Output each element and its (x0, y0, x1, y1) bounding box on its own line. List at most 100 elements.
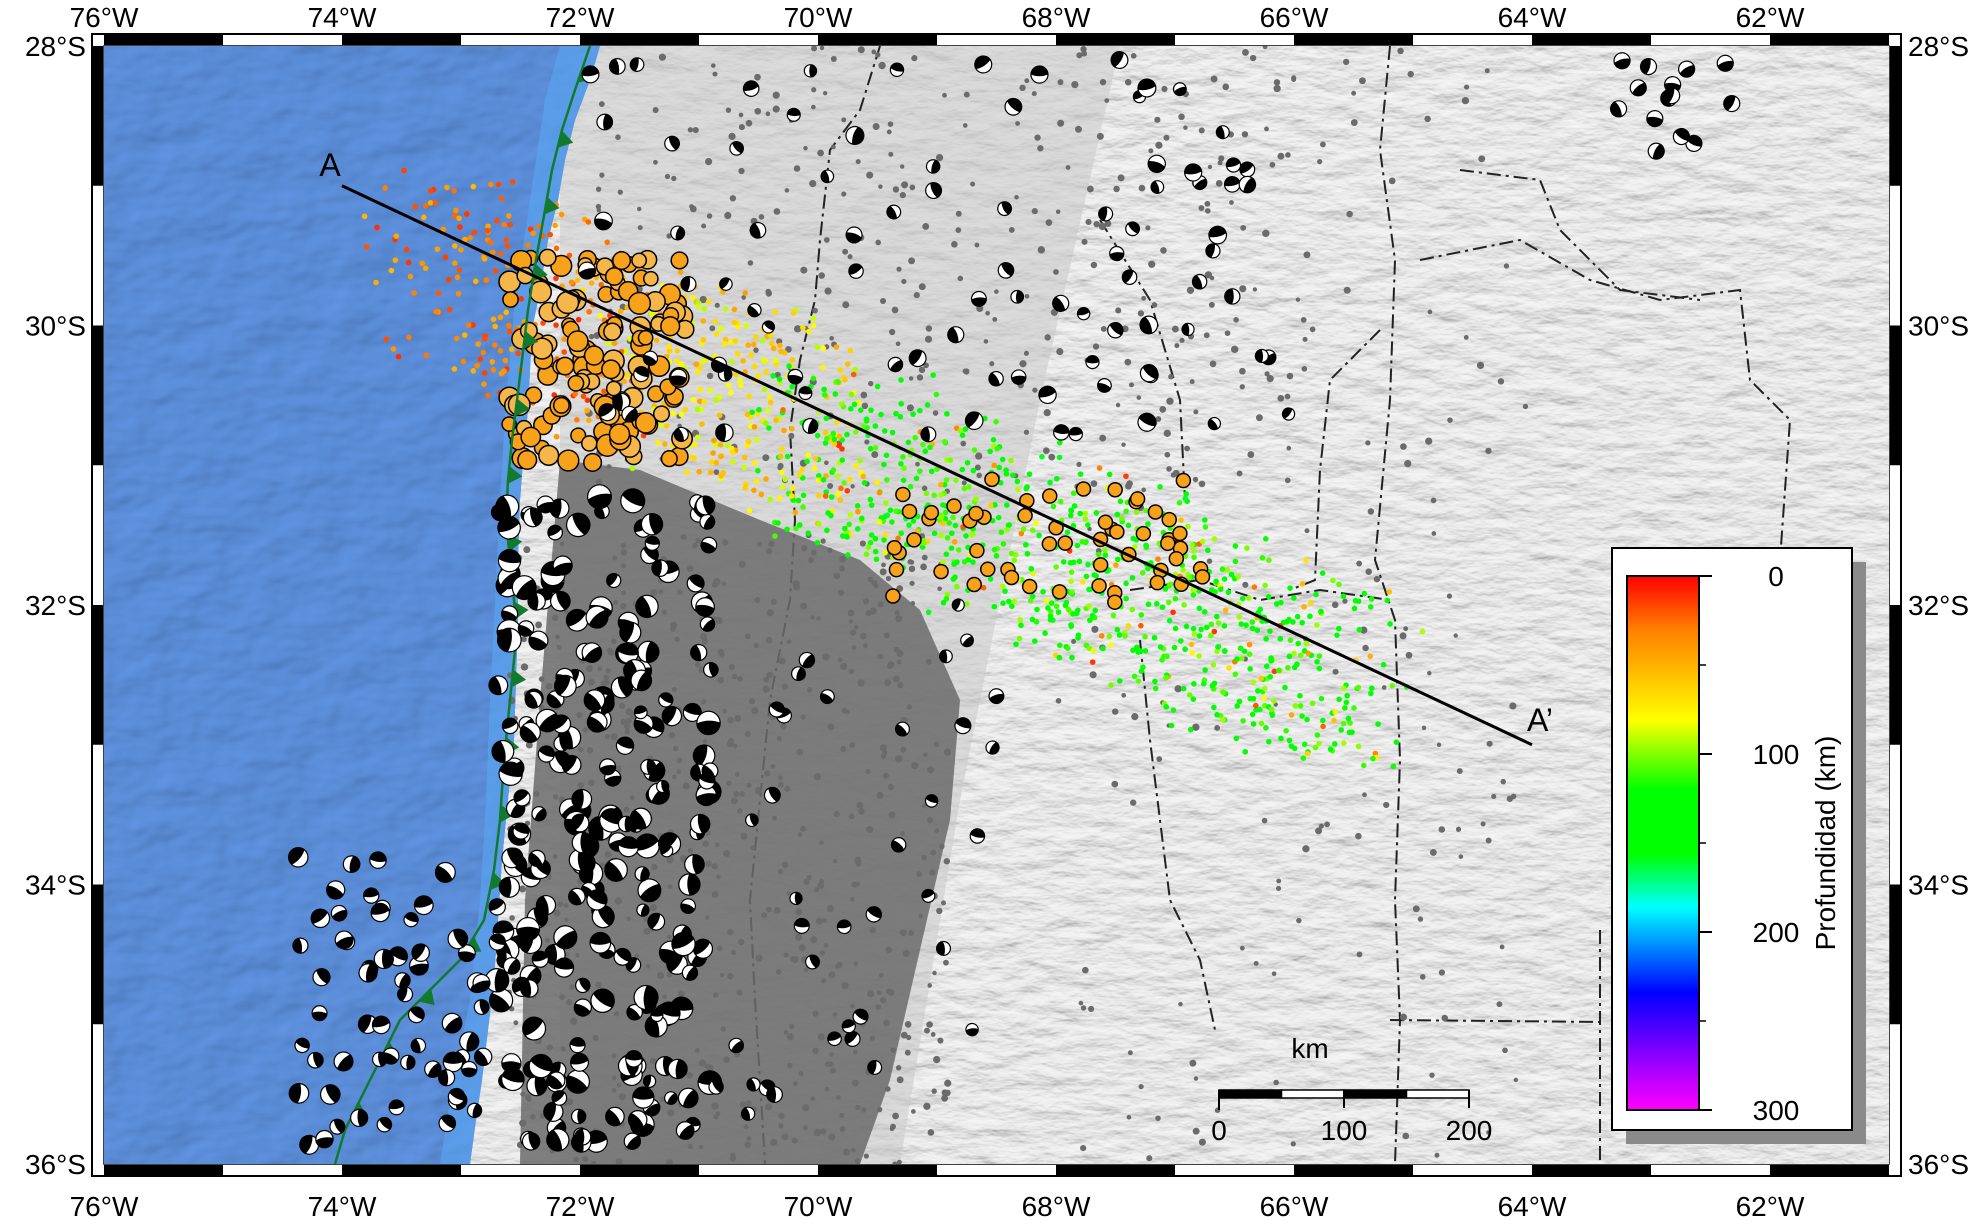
large-event (1003, 569, 1020, 586)
gray-event (1217, 160, 1223, 166)
focal-quadrant (690, 644, 702, 661)
focal-mechanism (613, 947, 632, 966)
focal-mechanism (629, 57, 645, 72)
focal-quadrant (845, 1031, 858, 1045)
gray-event (1126, 480, 1133, 487)
depth-event (831, 436, 838, 443)
focal-mechanism (1609, 100, 1628, 118)
focal-quadrant (522, 1017, 543, 1036)
gray-event (727, 972, 734, 980)
depth-event (1313, 591, 1319, 598)
gray-event (871, 49, 877, 55)
gray-event (1160, 247, 1167, 254)
focal-quadrant (382, 1052, 398, 1065)
depth-event (728, 389, 734, 396)
gray-event (701, 699, 707, 705)
focal-quadrant (369, 851, 387, 862)
gray-event (780, 723, 787, 730)
depth-event (477, 356, 484, 363)
depth-event (872, 423, 879, 429)
gray-event (617, 189, 623, 195)
focal-quadrant (516, 926, 540, 941)
large-event (1017, 507, 1033, 524)
gray-event (869, 1035, 876, 1041)
gray-event (1284, 477, 1291, 484)
depth-event (547, 231, 554, 238)
depth-event (868, 502, 875, 508)
depth-event (844, 361, 851, 367)
depth-event (854, 502, 861, 509)
depth-event (1152, 685, 1159, 692)
depth-event (617, 308, 624, 315)
gray-event (1024, 293, 1030, 299)
gray-event (1204, 208, 1211, 214)
focal-quadrant (1151, 181, 1160, 194)
depth-event (1349, 729, 1355, 735)
depth-event (966, 484, 972, 490)
gray-event (1148, 148, 1154, 154)
depth-event (1299, 581, 1306, 587)
depth-event (463, 211, 470, 217)
focal-mechanism (997, 262, 1015, 279)
depth-event (518, 296, 525, 302)
gray-event (582, 727, 589, 733)
depth-event (763, 420, 769, 427)
focal-mechanism (680, 898, 696, 915)
gray-event (883, 1019, 890, 1027)
depth-event (678, 411, 685, 418)
gray-event (586, 746, 594, 754)
gray-event (901, 181, 909, 189)
depth-event (882, 532, 889, 538)
gray-event (764, 1103, 772, 1111)
gray-event (1218, 155, 1225, 162)
gray-event (1031, 91, 1037, 97)
focal-quadrant (538, 745, 555, 758)
depth-event (751, 363, 758, 370)
depth-event (1068, 569, 1075, 575)
focal-mechanism (586, 711, 608, 733)
gray-event (1233, 317, 1239, 323)
focal-mechanism (288, 1082, 310, 1104)
depth-event (1003, 467, 1009, 473)
depth-event (1053, 603, 1060, 610)
depth-event (701, 398, 707, 405)
depth-event (1351, 605, 1358, 612)
gray-event (533, 791, 540, 797)
gray-event (887, 121, 894, 127)
focal-quadrant (453, 929, 468, 948)
depth-event (776, 495, 783, 501)
focal-mechanism (620, 488, 646, 514)
focal-quadrant (1208, 226, 1227, 238)
focal-quadrant (546, 1129, 563, 1151)
focal-mechanism (370, 902, 390, 923)
focal-mechanism (787, 368, 804, 385)
gray-event (1056, 347, 1064, 356)
focal-mechanism (357, 1014, 378, 1034)
focal-mechanism (457, 944, 476, 963)
gray-event (1071, 80, 1079, 89)
gray-event (604, 734, 611, 740)
focal-mechanism (827, 1031, 842, 1047)
gray-event (974, 242, 980, 248)
gray-event (1043, 409, 1051, 417)
depth-event (1168, 722, 1175, 729)
focal-mechanism (1010, 369, 1027, 385)
gray-event (1236, 470, 1243, 477)
depth-event (1368, 690, 1374, 697)
gray-event (1192, 476, 1199, 483)
focal-quadrant (1723, 95, 1736, 111)
focal-quadrant (647, 913, 661, 929)
gray-event (1080, 46, 1087, 53)
depth-event (1068, 507, 1074, 514)
depth-event (1341, 740, 1347, 746)
depth-event (451, 213, 458, 219)
depth-event (842, 525, 848, 532)
gray-event (1438, 969, 1446, 976)
gray-event (686, 565, 694, 573)
gray-event (1044, 334, 1051, 341)
depth-event (805, 328, 812, 335)
gray-event (806, 874, 812, 880)
focal-quadrant (571, 789, 584, 809)
focal-mechanism (997, 201, 1013, 217)
depth-event (1110, 612, 1117, 619)
